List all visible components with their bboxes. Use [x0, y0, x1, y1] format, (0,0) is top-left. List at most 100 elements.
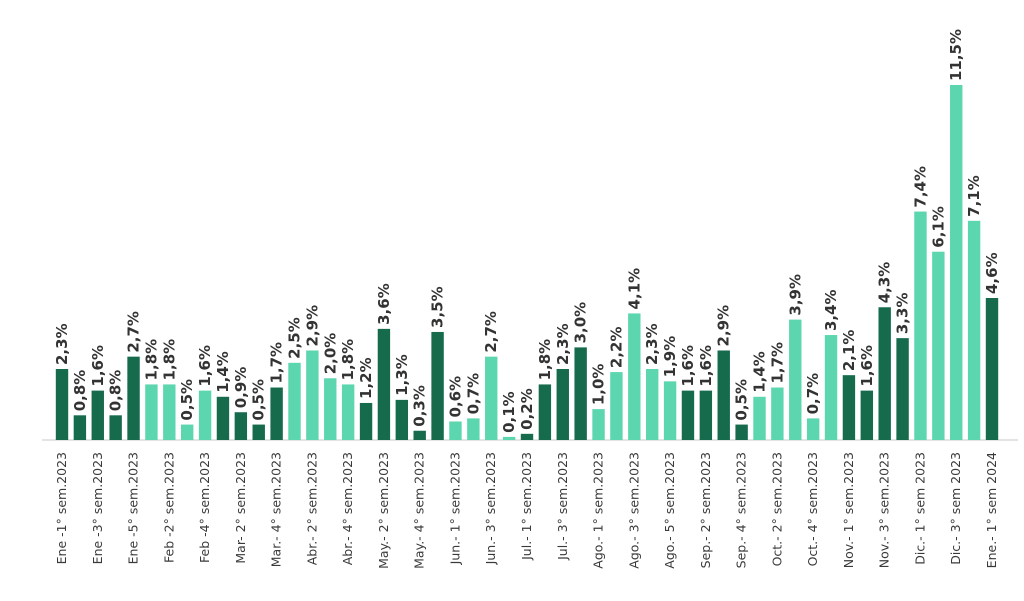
- data-label: 2,2%: [607, 326, 625, 368]
- data-label: 0,8%: [107, 370, 125, 412]
- data-label: 3,0%: [572, 302, 590, 344]
- bar: [932, 251, 945, 440]
- bar: [789, 319, 802, 440]
- data-label: 0,3%: [411, 385, 429, 427]
- x-tick-label: Nov.- 1° sem.2023: [841, 452, 856, 568]
- data-label: 2,7%: [482, 311, 500, 353]
- x-tick-label: Sep.- 4° sem.2023: [734, 452, 749, 568]
- bar: [806, 418, 820, 440]
- bar: [950, 85, 963, 440]
- data-label: 0,7%: [804, 373, 822, 415]
- bar: [967, 220, 981, 440]
- x-tick-label: Ago.- 3° sem.2023: [626, 452, 641, 569]
- data-label: 0,5%: [250, 379, 268, 421]
- data-label: 0,2%: [518, 388, 536, 430]
- data-label: 6,1%: [929, 206, 947, 248]
- data-label: 1,8%: [142, 339, 160, 381]
- data-label: 3,9%: [786, 274, 804, 316]
- bar: [55, 369, 69, 440]
- data-label: 4,6%: [983, 252, 1001, 294]
- x-tick-label: Abr.- 2° sem.2023: [304, 452, 319, 565]
- data-label: 0,1%: [500, 391, 518, 433]
- bar: [306, 350, 319, 440]
- data-label: 7,4%: [911, 166, 929, 208]
- x-tick-label: Mar- 2° sem.2023: [233, 452, 248, 564]
- bar: [288, 362, 301, 440]
- bar: [485, 356, 498, 440]
- data-label: 11,5%: [947, 29, 965, 81]
- x-tick-label: May.- 4° sem.2023: [412, 452, 427, 569]
- bar: [109, 415, 122, 440]
- bar: [574, 347, 587, 440]
- data-label: 2,9%: [715, 305, 733, 347]
- bar: [860, 390, 874, 440]
- data-label: 1,6%: [679, 345, 697, 387]
- bar: [878, 307, 891, 440]
- data-label: 0,7%: [464, 373, 482, 415]
- x-tick-label: Nov.- 3° sem.2023: [877, 452, 892, 568]
- x-tick-label: Ene -1° sem.2023: [54, 452, 69, 564]
- bar: [467, 418, 480, 440]
- data-label: 1,6%: [196, 345, 214, 387]
- bar: [717, 350, 730, 440]
- bar: [753, 396, 766, 440]
- bar: [610, 372, 623, 440]
- bar: [234, 412, 248, 440]
- bar: [216, 396, 230, 440]
- data-label: 1,6%: [858, 345, 876, 387]
- bar: [145, 384, 158, 440]
- data-label: 1,8%: [160, 339, 178, 381]
- data-label: 1,3%: [393, 354, 411, 396]
- data-label: 0,5%: [733, 379, 751, 421]
- data-label: 1,0%: [590, 364, 608, 406]
- bar: [628, 313, 641, 440]
- data-label: 2,0%: [321, 333, 339, 375]
- x-tick-label: Jun.- 1° sem.2023: [447, 452, 462, 565]
- data-label: 3,6%: [375, 283, 393, 325]
- data-label: 3,5%: [429, 286, 447, 328]
- x-tick-label: Dic.- 1° sem 2023: [912, 452, 927, 565]
- data-label: 2,7%: [125, 311, 143, 353]
- x-tick-label: Ago.- 1° sem.2023: [591, 452, 606, 569]
- data-label: 2,3%: [554, 323, 572, 365]
- data-label: 2,1%: [840, 330, 858, 372]
- data-label: 0,8%: [71, 370, 89, 412]
- bar: [341, 384, 355, 440]
- x-tick-label: Jul.- 1° sem.2023: [519, 452, 534, 561]
- data-label: 1,6%: [697, 345, 715, 387]
- data-label: 2,3%: [53, 323, 71, 365]
- data-label: 1,8%: [536, 339, 554, 381]
- bar: [592, 409, 605, 440]
- x-tick-label: May.- 2° sem.2023: [376, 452, 391, 569]
- bar: [324, 378, 337, 440]
- bar: [896, 338, 909, 440]
- bar: [538, 384, 552, 440]
- x-tick-label: Ene -3° sem.2023: [90, 452, 105, 564]
- data-label: 7,1%: [965, 175, 983, 217]
- x-tick-label: Ene.- 1° sem 2024: [984, 452, 999, 568]
- data-label: 2,5%: [286, 317, 304, 359]
- bar: [413, 430, 426, 440]
- bar: [377, 328, 391, 440]
- bar: [985, 298, 999, 440]
- bar: [252, 424, 265, 440]
- x-tick-label: Mar.- 4° sem.2023: [269, 452, 284, 567]
- x-tick-label: Abr.- 4° sem.2023: [340, 452, 355, 565]
- x-tick-label: Sep.- 2° sem.2023: [698, 452, 713, 568]
- x-tick-label: Jun.- 3° sem.2023: [483, 452, 498, 565]
- data-label: 1,2%: [357, 357, 375, 399]
- data-label: 1,4%: [214, 351, 232, 393]
- bar: [127, 356, 140, 440]
- data-label: 3,4%: [822, 289, 840, 331]
- bar: [556, 369, 569, 440]
- data-label: 3,3%: [894, 293, 912, 335]
- data-label: 1,6%: [89, 345, 107, 387]
- bar: [163, 384, 176, 440]
- bar: [663, 381, 677, 440]
- x-tick-label: Jul.- 3° sem.2023: [555, 452, 570, 561]
- bar: [395, 399, 409, 440]
- x-tick-label: Ago.- 5° sem.2023: [662, 452, 677, 569]
- bar: [198, 390, 212, 440]
